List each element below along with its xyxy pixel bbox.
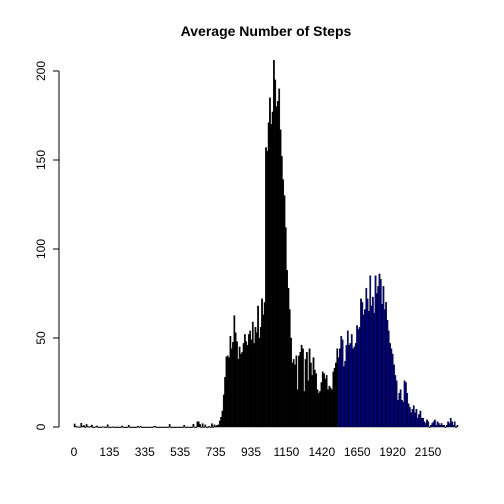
bar (191, 426, 193, 428)
y-tick-label: 150 (34, 150, 48, 170)
bar (453, 421, 456, 428)
x-tick-label: 2150 (415, 445, 442, 459)
bar (204, 424, 207, 428)
bar (168, 424, 171, 428)
y-tick-label: 100 (34, 239, 48, 259)
x-tick-label: 0 (71, 445, 78, 459)
x-axis: 0 135 335 535 735 935 1150 1420 1650 1920 2150 (71, 445, 442, 459)
bar (90, 424, 93, 428)
bar (105, 426, 108, 428)
bar (201, 423, 204, 428)
bar (211, 423, 213, 428)
x-tick-label: 135 (99, 445, 119, 459)
bar (151, 426, 154, 428)
bar (209, 426, 212, 428)
bar (182, 426, 184, 428)
bar (138, 426, 141, 428)
bar (154, 426, 157, 428)
bar (167, 426, 170, 428)
bar (127, 424, 130, 428)
bar (199, 424, 201, 428)
bar (139, 425, 142, 428)
bar (302, 348, 304, 428)
bar-series (73, 60, 459, 428)
bar (444, 426, 447, 428)
bar (85, 424, 88, 428)
x-tick-label: 1150 (273, 445, 299, 459)
bar (203, 426, 205, 428)
bar (434, 419, 436, 428)
bar (106, 424, 109, 428)
bar (96, 425, 98, 428)
bar (427, 421, 430, 428)
bar (455, 426, 457, 428)
x-tick-label: 1650 (344, 445, 371, 459)
x-tick-label: 1920 (379, 445, 406, 459)
x-tick-label: 535 (170, 445, 190, 459)
bar (207, 426, 209, 428)
y-tick-label: 0 (34, 423, 48, 430)
bar (208, 426, 211, 428)
x-tick-label: 335 (135, 445, 155, 459)
chart-title: Average Number of Steps (181, 23, 352, 39)
bar (428, 426, 431, 428)
bar (200, 426, 203, 428)
y-axis: 0 50 100 150 200 (34, 61, 60, 430)
y-tick-label: 200 (34, 61, 48, 81)
bar (137, 426, 139, 428)
bar (212, 426, 215, 428)
bar (456, 425, 459, 428)
bar (84, 426, 87, 428)
bar (73, 423, 76, 428)
bar (119, 426, 122, 428)
bar (126, 426, 129, 428)
y-tick-label: 50 (34, 331, 48, 345)
bar (451, 421, 453, 428)
bar (121, 425, 124, 428)
bar (192, 423, 195, 428)
bar (80, 423, 83, 428)
x-tick-label: 1420 (308, 445, 335, 459)
bar (195, 426, 197, 428)
bar (213, 424, 216, 428)
bar (135, 426, 138, 428)
bar (83, 425, 85, 428)
x-tick-label: 735 (206, 445, 226, 459)
x-tick-label: 935 (241, 445, 261, 459)
bar (183, 424, 186, 428)
bar (443, 425, 446, 428)
